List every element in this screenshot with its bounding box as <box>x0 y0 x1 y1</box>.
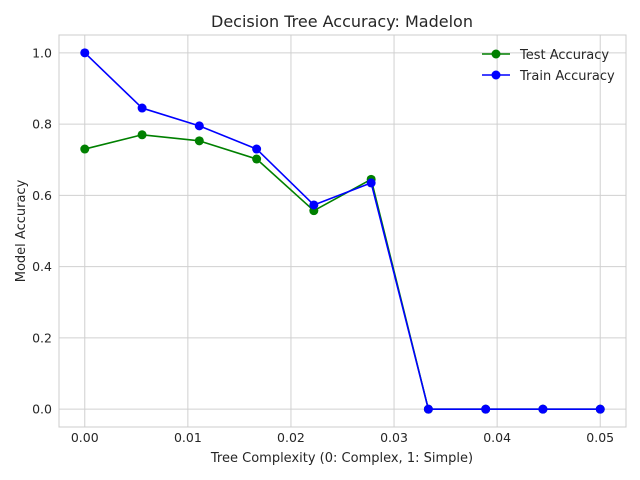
series-line-train-accuracy <box>84 52 601 410</box>
data-point-test-accuracy <box>137 130 147 140</box>
y-tick-label: 0.2 <box>32 330 52 345</box>
series-train-accuracy <box>80 48 605 414</box>
data-point-train-accuracy <box>366 178 376 188</box>
data-point-test-accuracy <box>194 136 204 146</box>
legend-label-train: Train Accuracy <box>519 69 615 84</box>
series-layer <box>80 48 605 414</box>
x-tick-label: 0.02 <box>277 430 305 445</box>
y-tick-label: 0.8 <box>32 117 52 132</box>
data-point-test-accuracy <box>252 154 262 164</box>
data-point-train-accuracy <box>538 404 548 414</box>
series-test-accuracy <box>80 130 605 414</box>
data-point-train-accuracy <box>80 48 90 58</box>
data-point-train-accuracy <box>309 200 319 210</box>
data-point-train-accuracy <box>252 144 262 154</box>
data-point-train-accuracy <box>423 404 433 414</box>
y-axis-label: Model Accuracy <box>14 179 29 282</box>
plot-frame <box>58 34 627 428</box>
x-tick-label: 0.03 <box>380 430 408 445</box>
tick-labels: 0.00 0.01 0.02 0.03 0.04 0.05 0.0 0.2 0.4 0.6 0.8 1… <box>32 45 614 445</box>
legend-marker-test <box>491 49 501 59</box>
legend-marker-train <box>491 70 501 80</box>
grid <box>59 35 626 427</box>
y-tick-label: 0.6 <box>32 188 52 203</box>
legend-label-test: Test Accuracy <box>519 48 609 63</box>
data-point-train-accuracy <box>137 103 147 113</box>
x-tick-label: 0.00 <box>71 430 99 445</box>
y-tick-label: 1.0 <box>32 45 52 60</box>
x-tick-label: 0.05 <box>586 430 614 445</box>
data-point-train-accuracy <box>481 404 491 414</box>
legend: Test Accuracy Train Accuracy <box>482 48 615 84</box>
data-point-train-accuracy <box>595 404 605 414</box>
x-tick-label: 0.01 <box>174 430 202 445</box>
data-point-train-accuracy <box>194 121 204 131</box>
y-tick-label: 0.0 <box>32 402 52 417</box>
data-point-test-accuracy <box>80 144 90 154</box>
x-tick-label: 0.04 <box>483 430 511 445</box>
chart-title: Decision Tree Accuracy: Madelon <box>211 12 473 31</box>
y-tick-label: 0.4 <box>32 259 52 274</box>
series-line-test-accuracy <box>84 133 601 410</box>
x-axis-label: Tree Complexity (0: Complex, 1: Simple) <box>210 451 473 466</box>
